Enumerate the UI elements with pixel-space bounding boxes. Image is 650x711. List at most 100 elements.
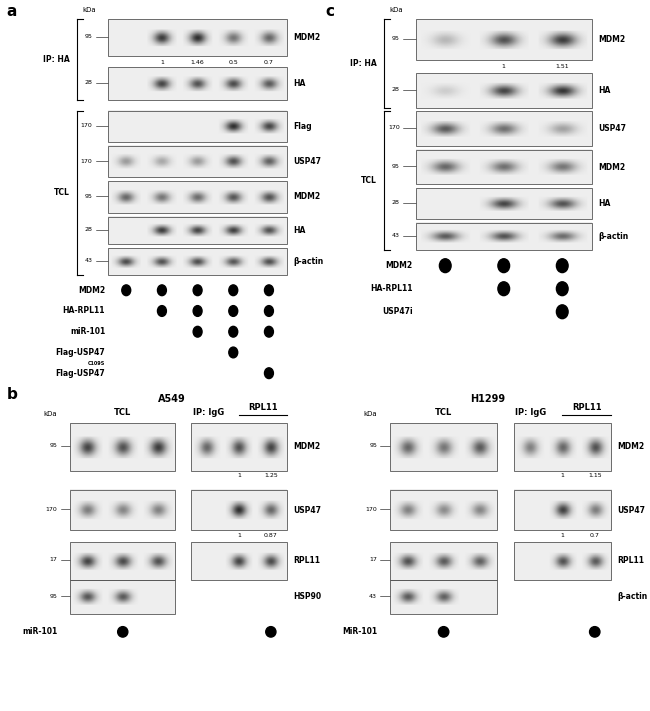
Text: MDM2: MDM2 bbox=[598, 35, 625, 44]
Circle shape bbox=[265, 306, 274, 316]
Text: 95: 95 bbox=[392, 36, 400, 41]
Bar bbox=[416, 19, 592, 60]
Text: kDa: kDa bbox=[389, 7, 403, 14]
Text: 95: 95 bbox=[392, 164, 400, 169]
Text: USP47: USP47 bbox=[618, 506, 645, 515]
Text: 43: 43 bbox=[369, 594, 377, 599]
Bar bbox=[109, 19, 287, 55]
Text: MDM2: MDM2 bbox=[78, 286, 105, 295]
Text: Flag-USP47: Flag-USP47 bbox=[55, 369, 105, 378]
Text: 170: 170 bbox=[81, 123, 92, 128]
Circle shape bbox=[556, 282, 568, 296]
Text: RPL11: RPL11 bbox=[293, 556, 320, 565]
Text: 1.46: 1.46 bbox=[190, 60, 205, 65]
Text: 43: 43 bbox=[84, 258, 92, 264]
Bar bbox=[416, 188, 592, 219]
Text: HA: HA bbox=[293, 79, 306, 88]
Text: 95: 95 bbox=[84, 194, 92, 199]
Text: RPL11: RPL11 bbox=[618, 556, 645, 565]
Bar bbox=[390, 423, 497, 471]
Text: USP47: USP47 bbox=[293, 157, 321, 166]
Bar bbox=[416, 112, 592, 146]
Text: HA: HA bbox=[293, 226, 306, 235]
Circle shape bbox=[439, 259, 451, 272]
Bar bbox=[109, 181, 287, 213]
Circle shape bbox=[265, 368, 274, 378]
Circle shape bbox=[498, 282, 510, 296]
Text: TCL: TCL bbox=[114, 407, 131, 417]
Text: 1: 1 bbox=[560, 474, 564, 479]
Text: β-actin: β-actin bbox=[618, 592, 648, 602]
Text: HA-RPL11: HA-RPL11 bbox=[63, 306, 105, 316]
Text: 1.25: 1.25 bbox=[264, 474, 278, 479]
Bar bbox=[109, 67, 287, 100]
Text: 28: 28 bbox=[84, 228, 92, 232]
Bar bbox=[70, 542, 176, 579]
Circle shape bbox=[498, 259, 510, 272]
Text: HSP90: HSP90 bbox=[293, 592, 321, 602]
Text: 95: 95 bbox=[369, 444, 377, 449]
Text: USP47: USP47 bbox=[293, 506, 321, 515]
Text: 17: 17 bbox=[49, 557, 57, 562]
Text: 95: 95 bbox=[49, 444, 57, 449]
Text: Flag: Flag bbox=[293, 122, 312, 131]
Text: MDM2: MDM2 bbox=[293, 33, 320, 42]
Text: IP: HA: IP: HA bbox=[350, 59, 377, 68]
Text: miR-101: miR-101 bbox=[22, 627, 57, 636]
Bar bbox=[390, 579, 497, 614]
Text: TCL: TCL bbox=[55, 188, 70, 197]
Text: 95: 95 bbox=[84, 34, 92, 39]
Bar bbox=[416, 223, 592, 250]
Circle shape bbox=[266, 626, 276, 637]
Bar bbox=[191, 542, 287, 579]
Text: HA-RPL11: HA-RPL11 bbox=[370, 284, 413, 293]
Text: USP47: USP47 bbox=[598, 124, 626, 133]
Text: 170: 170 bbox=[81, 159, 92, 164]
Circle shape bbox=[122, 285, 131, 296]
Bar bbox=[390, 542, 497, 579]
Text: MDM2: MDM2 bbox=[385, 261, 413, 270]
Circle shape bbox=[193, 326, 202, 337]
Circle shape bbox=[590, 626, 600, 637]
Circle shape bbox=[438, 626, 448, 637]
Text: HA: HA bbox=[598, 199, 610, 208]
Text: miR-101: miR-101 bbox=[70, 327, 105, 336]
Text: 1.51: 1.51 bbox=[556, 64, 569, 69]
Circle shape bbox=[229, 306, 238, 316]
Text: MDM2: MDM2 bbox=[618, 442, 645, 451]
Text: 1: 1 bbox=[502, 64, 506, 69]
Bar bbox=[514, 542, 611, 579]
Bar bbox=[191, 490, 287, 530]
Circle shape bbox=[193, 285, 202, 296]
Text: MiR-101: MiR-101 bbox=[342, 627, 377, 636]
Text: 28: 28 bbox=[392, 87, 400, 92]
Text: Flag-USP47: Flag-USP47 bbox=[55, 348, 105, 357]
Text: 170: 170 bbox=[365, 507, 377, 512]
Bar bbox=[109, 111, 287, 142]
Text: 28: 28 bbox=[84, 80, 92, 85]
Text: TCL: TCL bbox=[361, 176, 377, 186]
Text: MDM2: MDM2 bbox=[293, 442, 320, 451]
Text: b: b bbox=[6, 387, 18, 402]
Circle shape bbox=[157, 285, 166, 296]
Bar bbox=[70, 490, 176, 530]
Text: IP: IgG: IP: IgG bbox=[193, 407, 224, 417]
Bar bbox=[416, 73, 592, 107]
Bar bbox=[109, 146, 287, 177]
Text: 0.7: 0.7 bbox=[590, 533, 600, 538]
Text: 17: 17 bbox=[369, 557, 377, 562]
Circle shape bbox=[229, 285, 238, 296]
Text: 0.87: 0.87 bbox=[264, 533, 278, 538]
Text: 95: 95 bbox=[49, 594, 57, 599]
Bar bbox=[70, 579, 176, 614]
Text: kDa: kDa bbox=[44, 411, 57, 417]
Text: 1: 1 bbox=[560, 533, 564, 538]
Bar bbox=[70, 423, 176, 471]
Text: MDM2: MDM2 bbox=[293, 193, 320, 201]
Bar bbox=[514, 490, 611, 530]
Text: 170: 170 bbox=[46, 507, 57, 512]
Text: 1.15: 1.15 bbox=[588, 474, 601, 479]
Text: 0.7: 0.7 bbox=[264, 60, 274, 65]
Text: 1: 1 bbox=[160, 60, 164, 65]
Text: HA: HA bbox=[598, 86, 610, 95]
